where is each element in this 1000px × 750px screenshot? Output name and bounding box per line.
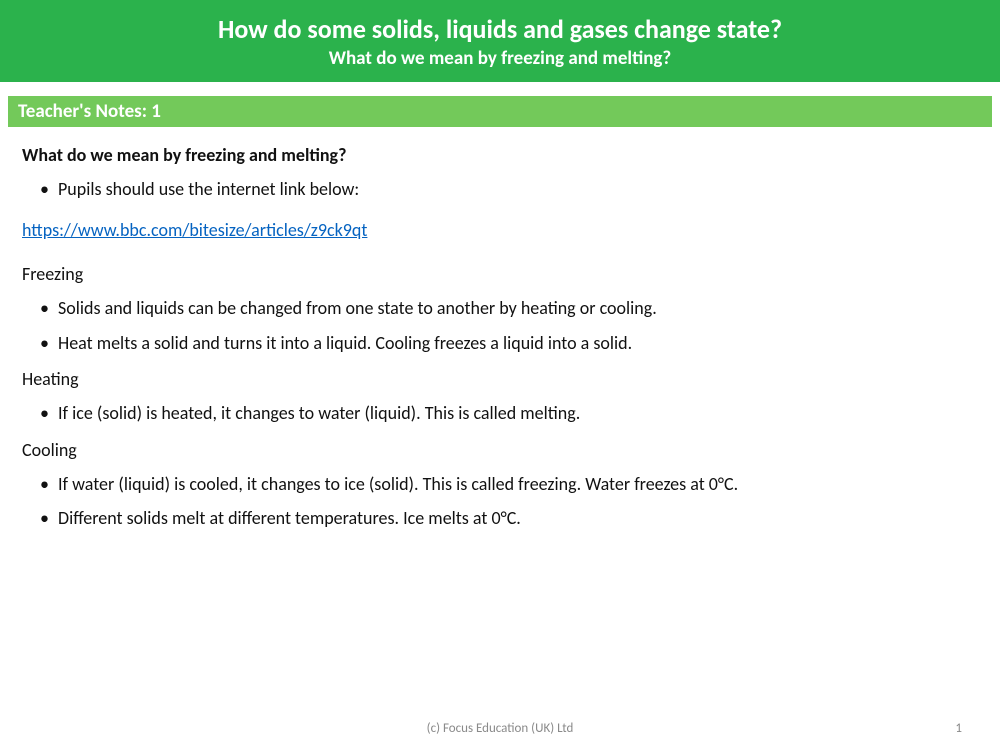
heating-bullet-list: If ice (solid) is heated, it changes to … [22,401,978,425]
list-item: If water (liquid) is cooled, it changes … [22,472,978,496]
slide-footer: (c) Focus Education (UK) Ltd [0,721,1000,736]
slide-content: What do we mean by freezing and melting?… [0,127,1000,540]
slide: How do some solids, liquids and gases ch… [0,0,1000,750]
list-item: Different solids melt at different tempe… [22,506,978,530]
page-number: 1 [955,721,962,736]
cooling-bullet-list: If water (liquid) is cooled, it changes … [22,472,978,531]
slide-header: How do some solids, liquids and gases ch… [0,0,1000,82]
slide-subtitle: What do we mean by freezing and melting? [20,47,980,70]
resource-link[interactable]: https://www.bbc.com/bitesize/articles/z9… [22,218,367,242]
content-main-heading: What do we mean by freezing and melting? [22,143,978,167]
list-item: Pupils should use the internet link belo… [22,177,978,201]
section-heading-heating: Heating [22,367,978,391]
slide-title: How do some solids, liquids and gases ch… [20,14,980,45]
freezing-bullet-list: Solids and liquids can be changed from o… [22,296,978,355]
intro-bullet-list: Pupils should use the internet link belo… [22,177,978,201]
copyright-text: (c) Focus Education (UK) Ltd [427,721,574,736]
list-item: Solids and liquids can be changed from o… [22,296,978,320]
list-item: Heat melts a solid and turns it into a l… [22,331,978,355]
section-heading-freezing: Freezing [22,262,978,286]
list-item: If ice (solid) is heated, it changes to … [22,401,978,425]
teachers-notes-bar: Teacher's Notes: 1 [8,96,992,127]
section-heading-cooling: Cooling [22,438,978,462]
teachers-notes-label: Teacher's Notes: 1 [18,100,161,123]
